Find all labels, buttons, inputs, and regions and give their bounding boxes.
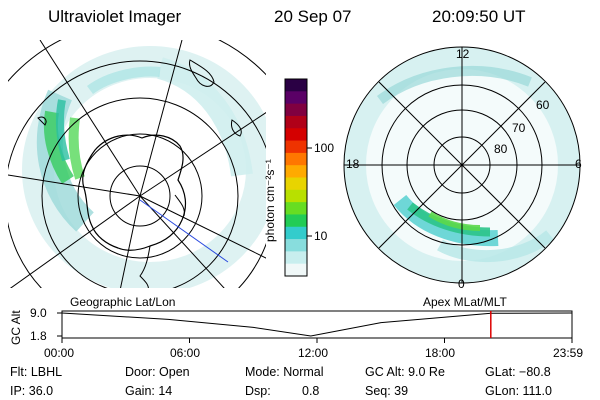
color-bar bbox=[285, 79, 307, 277]
colorbar-segment bbox=[285, 226, 307, 240]
timeline-ytick-top: 9.0 bbox=[30, 306, 47, 320]
antarctica-coastline bbox=[82, 134, 187, 251]
colorbar-segment bbox=[285, 202, 307, 215]
mlt-label-12: 12 bbox=[456, 47, 470, 61]
colorbar-segment bbox=[285, 140, 307, 154]
colorbar-segment bbox=[285, 152, 307, 166]
colorbar-segment bbox=[285, 165, 307, 178]
auroral-arc-night bbox=[393, 194, 499, 247]
seq-value: Seq: 39 bbox=[365, 384, 409, 398]
auroral-arc-noon bbox=[377, 66, 532, 105]
glon-value: GLon: 111.0 bbox=[485, 384, 552, 398]
auroral-mid-cyan bbox=[55, 99, 70, 162]
gc-alt-value: GC Alt: 9.0 Re bbox=[365, 365, 445, 379]
mode-value: Mode: Normal bbox=[245, 365, 324, 379]
lat-circle-60 bbox=[41, 97, 239, 288]
timeline-frame bbox=[61, 310, 573, 339]
timeline-axis-label: GC Alt bbox=[9, 310, 23, 345]
sun-direction-line bbox=[139, 199, 229, 263]
colorbar-segment bbox=[285, 79, 307, 92]
dsp-value: 0.8 bbox=[302, 384, 320, 398]
auroral-peak-night bbox=[428, 211, 481, 231]
altitude-track bbox=[61, 312, 573, 337]
antarctic-peninsula bbox=[139, 245, 151, 288]
colorbar-segment bbox=[285, 251, 307, 265]
auroral-bright-green bbox=[43, 110, 74, 184]
timeline-xtick-0: 00:00 bbox=[44, 346, 75, 360]
left-panel-caption: Geographic Lat/Lon bbox=[70, 295, 176, 309]
colorbar-segment bbox=[285, 263, 307, 277]
timeline-xtick-1: 06:00 bbox=[170, 346, 201, 360]
auroral-arc-right bbox=[156, 57, 253, 177]
glat-value: GLat: −80.8 bbox=[485, 365, 551, 379]
lat-circle-50 bbox=[8, 60, 266, 288]
mlat-label-60: 60 bbox=[536, 98, 550, 112]
gain-value: Gain: 14 bbox=[125, 384, 173, 398]
colorbar-segment bbox=[285, 103, 307, 117]
colorbar-segment bbox=[285, 128, 307, 142]
mlt-label-18: 18 bbox=[346, 157, 360, 171]
instrument-title: Ultraviolet Imager bbox=[48, 7, 182, 26]
colorbar-segment bbox=[285, 115, 307, 129]
mlt-meridians bbox=[344, 47, 580, 283]
colorbar-segment bbox=[285, 189, 307, 203]
landmass-top bbox=[189, 59, 215, 87]
colorbar-segment bbox=[285, 214, 307, 228]
coast-detail bbox=[174, 194, 185, 217]
timeline-xtick-3: 18:00 bbox=[425, 346, 456, 360]
right-panel-caption: Apex MLat/MLT bbox=[423, 295, 507, 309]
mlt-label-6: 6 bbox=[575, 157, 582, 171]
auroral-arc-top bbox=[87, 66, 161, 95]
colorbar-segment bbox=[285, 177, 307, 191]
mlt-label-0: 0 bbox=[458, 277, 465, 291]
mlat-label-80: 80 bbox=[494, 142, 508, 156]
colorbar-unit-label: photon cm⁻²s⁻¹ bbox=[263, 159, 277, 242]
colorbar-label-100: 100 bbox=[314, 141, 335, 155]
auroral-oval-background bbox=[22, 46, 266, 288]
mlat-label-70: 70 bbox=[512, 121, 526, 135]
ip-value: IP: 36.0 bbox=[10, 384, 54, 398]
color-bar-frame bbox=[284, 78, 308, 277]
colorbar-segment bbox=[285, 91, 307, 105]
timeline-ytick-bottom: 1.8 bbox=[30, 329, 47, 343]
landmass-right bbox=[231, 119, 242, 137]
date-label: 20 Sep 07 bbox=[274, 7, 352, 26]
colorbar-label-10: 10 bbox=[314, 229, 328, 243]
timeline-xtick-2: 12:00 bbox=[298, 346, 329, 360]
timeline-xtick-4: 23:59 bbox=[553, 346, 584, 360]
door-status: Door: Open bbox=[125, 365, 190, 379]
dsp-label: Dsp: bbox=[245, 384, 271, 398]
lat-circle-80 bbox=[109, 165, 171, 227]
filter-value: Flt: LBHL bbox=[10, 365, 63, 379]
lat-circle-70 bbox=[77, 133, 203, 259]
landmass-left bbox=[37, 116, 47, 126]
geographic-map bbox=[8, 40, 266, 288]
time-label: 20:09:50 UT bbox=[432, 7, 526, 26]
meridian-lines bbox=[8, 40, 266, 288]
colorbar-segment bbox=[285, 239, 307, 252]
auroral-bright-green-2 bbox=[68, 117, 85, 180]
timeline-ticks bbox=[57, 312, 573, 343]
